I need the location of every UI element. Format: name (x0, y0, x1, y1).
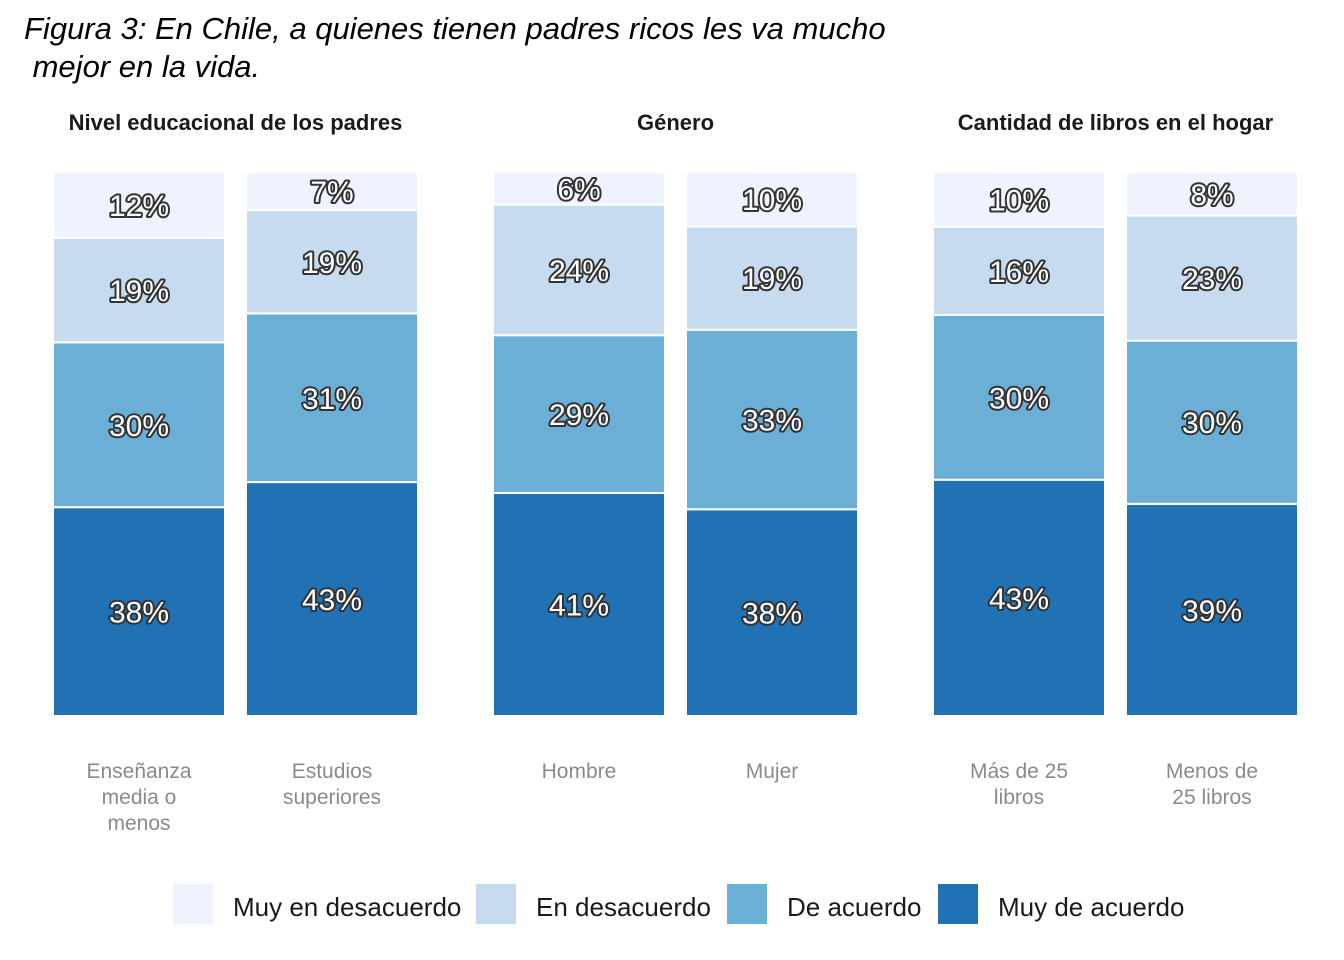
data-label: 43% (302, 584, 362, 617)
legend-label: Muy de acuerdo (998, 892, 1184, 922)
bar-segment (685, 171, 859, 228)
legend-label: De acuerdo (787, 892, 921, 922)
data-label: 23% (1182, 263, 1242, 296)
legend-swatch (173, 884, 213, 924)
data-label: 39% (1182, 595, 1242, 628)
panel-title: Cantidad de libros en el hogar (958, 110, 1274, 135)
bar-segment (932, 478, 1106, 717)
bar-segment (245, 481, 419, 717)
bar-segment (52, 341, 226, 509)
legend-swatch (476, 884, 516, 924)
bar-segment (1125, 214, 1299, 342)
bar-segment (932, 171, 1106, 228)
data-label: 30% (1182, 407, 1242, 440)
panel-title: Nivel educacional de los padres (69, 110, 403, 135)
bar-segment (492, 203, 666, 337)
bar-segment (685, 508, 859, 717)
bar-segment (492, 171, 666, 206)
category-label: Estudios superiores (283, 760, 381, 809)
legend-swatch (727, 884, 767, 924)
bar-segment (1125, 339, 1299, 505)
bar-segment (52, 171, 226, 239)
bar-segment (1125, 171, 1299, 217)
data-label: 19% (109, 275, 169, 308)
data-label: 10% (742, 184, 802, 217)
bar-segment (932, 225, 1106, 316)
legend-swatch (938, 884, 978, 924)
data-label: 41% (549, 589, 609, 622)
data-label: 19% (302, 247, 362, 280)
data-label: 29% (549, 399, 609, 432)
data-label: 6% (557, 173, 600, 206)
bar-segment (932, 313, 1106, 481)
bar-segment (245, 209, 419, 315)
data-label: 19% (742, 263, 802, 296)
data-label: 30% (989, 382, 1049, 415)
data-label: 10% (989, 184, 1049, 217)
data-label: 31% (302, 383, 362, 416)
category-label: Hombre (542, 760, 617, 783)
data-label: 7% (310, 176, 353, 209)
bar-segment (245, 171, 419, 212)
bar-segment (685, 225, 859, 331)
data-label: 24% (549, 255, 609, 288)
chart-title: Figura 3: En Chile, a quienes tienen pad… (24, 11, 886, 84)
panel-title: Género (637, 110, 714, 135)
bar-segment (492, 334, 666, 494)
category-label: Más de 25 libros (970, 760, 1068, 809)
data-label: 8% (1190, 179, 1233, 212)
data-label: 12% (109, 190, 169, 223)
bar-segment (52, 236, 226, 344)
data-label: 30% (109, 410, 169, 443)
bar-segment (245, 312, 419, 484)
bar-segment (1125, 502, 1299, 717)
category-label: Enseñanza media o menos (86, 760, 191, 835)
data-label: 38% (742, 598, 802, 631)
category-label: Menos de 25 libros (1166, 760, 1258, 809)
bar-segment (685, 328, 859, 511)
data-label: 43% (989, 583, 1049, 616)
data-label: 16% (989, 256, 1049, 289)
category-label: Mujer (746, 760, 799, 783)
legend-label: En desacuerdo (536, 892, 711, 922)
data-label: 33% (742, 405, 802, 438)
bar-segment (492, 491, 666, 717)
legend-label: Muy en desacuerdo (233, 892, 461, 922)
data-label: 38% (109, 597, 169, 630)
